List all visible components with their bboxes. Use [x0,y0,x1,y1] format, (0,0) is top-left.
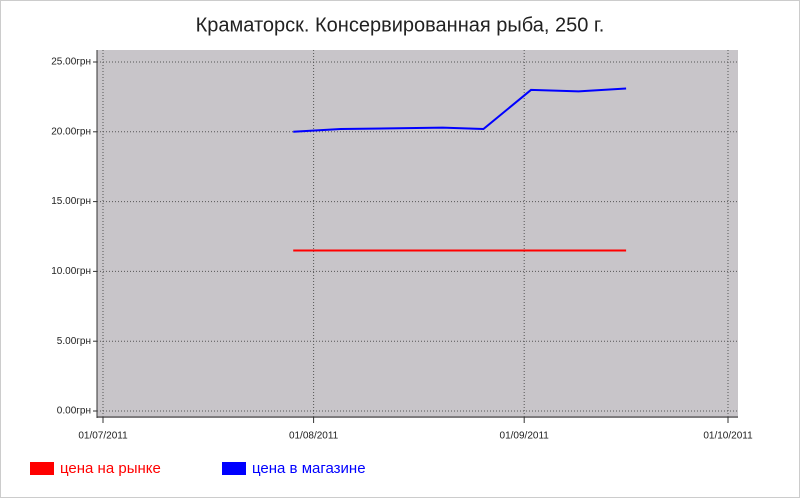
x-tick-label: 01/07/2011 [78,431,128,442]
legend-label: цена в магазине [252,460,366,477]
y-tick-label: 10.00грн [51,266,91,277]
y-tick-label: 5.00грн [57,336,91,347]
y-tick-label: 20.00грн [51,126,91,137]
x-tick-label: 01/08/2011 [289,431,339,442]
chart-title: Краматорск. Консервированная рыба, 250 г… [196,14,605,36]
y-tick-label: 25.00грн [51,57,91,68]
x-tick-label: 01/10/2011 [703,431,753,442]
y-tick-label: 15.00грн [51,196,91,207]
y-tick-label: 0.00грн [57,406,91,417]
series-line [293,87,627,133]
x-tick-label: 01/09/2011 [500,431,550,442]
legend-swatch [30,462,54,475]
legend-label: цена на рынке [60,460,161,477]
plot-area [97,50,738,418]
legend-swatch [222,462,246,475]
